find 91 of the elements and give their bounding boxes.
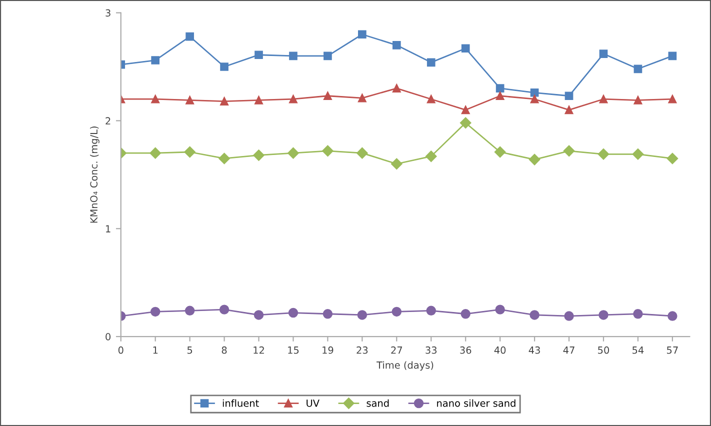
point — [151, 56, 160, 64]
point — [634, 64, 642, 74]
point — [598, 148, 610, 160]
legend-label: UV — [306, 400, 320, 407]
point — [392, 84, 401, 92]
point — [220, 97, 228, 106]
point — [460, 309, 470, 319]
x-tick-label: 5 — [187, 346, 192, 354]
point — [220, 62, 228, 71]
point — [633, 309, 643, 319]
point — [530, 94, 539, 104]
y-tick-label: 2 — [106, 117, 110, 124]
point — [426, 58, 436, 67]
point — [391, 158, 402, 170]
point — [426, 94, 436, 104]
point — [599, 50, 608, 58]
point — [150, 306, 160, 317]
point — [530, 88, 539, 97]
point — [184, 146, 196, 158]
point — [666, 152, 678, 164]
point — [322, 309, 333, 319]
point — [358, 94, 366, 102]
point — [254, 50, 263, 60]
point — [530, 310, 540, 320]
point — [668, 94, 677, 104]
x-tick-label: 36 — [460, 346, 472, 354]
point — [322, 145, 334, 157]
point — [150, 147, 161, 159]
point — [392, 306, 402, 317]
x-tick-label: 1 — [153, 346, 158, 354]
point — [186, 32, 194, 41]
point — [254, 96, 263, 104]
point — [564, 311, 574, 321]
point — [357, 310, 368, 320]
y-tick-label: 3 — [106, 9, 110, 17]
point — [289, 94, 298, 104]
point — [186, 96, 194, 104]
x-tick-label: 12 — [254, 346, 264, 354]
point — [598, 310, 608, 320]
x-tick-label: 57 — [667, 346, 678, 354]
point — [219, 304, 230, 314]
point — [634, 96, 642, 104]
x-tick-label: 15 — [288, 346, 299, 354]
y-tick-label: 1 — [106, 225, 110, 232]
point — [254, 310, 264, 320]
point — [151, 94, 160, 104]
point — [599, 94, 608, 104]
point — [496, 84, 504, 92]
point — [494, 146, 506, 158]
point — [356, 147, 368, 159]
point — [564, 92, 574, 100]
point — [426, 150, 437, 162]
point — [288, 147, 299, 159]
point — [289, 52, 298, 60]
x-tick-label: 50 — [598, 346, 610, 354]
x-tick-label: 33 — [426, 346, 437, 354]
x-tick-label: 27 — [391, 346, 402, 354]
x-tick-label: 8 — [222, 346, 227, 354]
x-tick-label: 43 — [528, 346, 540, 354]
point — [218, 152, 230, 164]
legend-label: influent — [222, 399, 259, 407]
point — [324, 92, 332, 100]
point — [563, 145, 575, 157]
point — [496, 92, 504, 100]
point — [668, 311, 678, 321]
point — [253, 150, 264, 161]
legend-label: nano silver sand — [437, 399, 516, 407]
point — [632, 148, 644, 160]
point — [528, 154, 540, 166]
point — [461, 106, 470, 114]
point — [358, 30, 366, 39]
x-tick-label: 19 — [322, 346, 334, 354]
x-tick-label: 54 — [632, 346, 644, 354]
point — [288, 308, 298, 318]
x-tick-label: 23 — [356, 346, 368, 354]
point — [461, 44, 470, 53]
x-tick-label: 47 — [563, 346, 574, 354]
point — [495, 304, 505, 314]
point — [426, 306, 436, 316]
point — [564, 106, 574, 114]
y-tick-label: 0 — [106, 333, 110, 340]
x-tick-label: 40 — [494, 346, 506, 354]
point — [184, 306, 195, 316]
point — [460, 117, 472, 128]
legend-label: sand — [366, 399, 389, 407]
x-tick-label: 0 — [118, 346, 124, 354]
point — [392, 40, 401, 50]
y-axis-title: KMnO₄ Conc. (mg/L) — [90, 126, 100, 223]
point — [324, 52, 332, 60]
x-axis-title: Time (days) — [376, 361, 434, 371]
point — [668, 52, 677, 60]
